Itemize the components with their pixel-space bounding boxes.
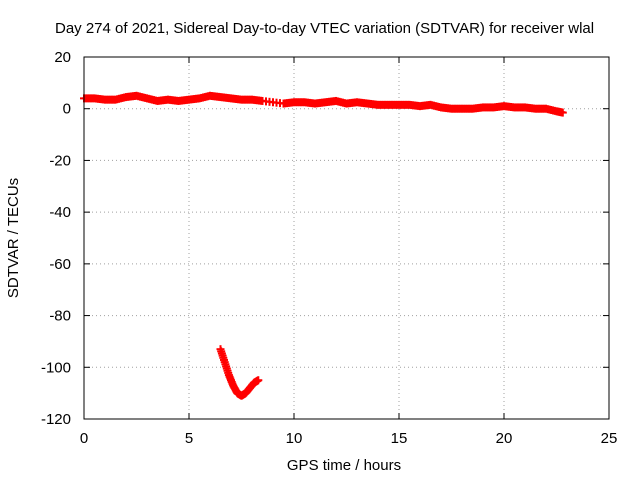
- y-tick-label: -60: [49, 256, 71, 273]
- y-tick-label: 0: [63, 101, 71, 118]
- series-group: [80, 91, 567, 117]
- tick-labels: 0 5 10 15 20 25 -120 -100 -80 -60 -40 -20 0 20: [41, 49, 617, 447]
- x-tick-label: 15: [391, 430, 408, 447]
- y-tick-label: -80: [49, 308, 71, 325]
- x-tick-label: 20: [496, 430, 513, 447]
- plot-frame: [83, 56, 610, 420]
- y-tick-label: -100: [41, 359, 71, 376]
- y-tick-label: -120: [41, 411, 71, 428]
- y-axis-label: SDTVAR / TECUs: [5, 178, 22, 298]
- y-tick-label: 20: [54, 49, 71, 66]
- y-tick-label: -20: [49, 152, 71, 169]
- x-tick-label: 25: [601, 430, 618, 447]
- y-tick-label: -40: [49, 204, 71, 221]
- x-tick-label: 5: [185, 430, 193, 447]
- chart-title: Day 274 of 2021, Sidereal Day-to-day VTE…: [55, 20, 594, 37]
- x-tick-label: 0: [80, 430, 88, 447]
- series-group: [216, 345, 263, 400]
- data-points: [80, 91, 567, 400]
- x-tick-label: 10: [286, 430, 303, 447]
- grid: [84, 57, 609, 419]
- x-axis-label: GPS time / hours: [287, 457, 401, 474]
